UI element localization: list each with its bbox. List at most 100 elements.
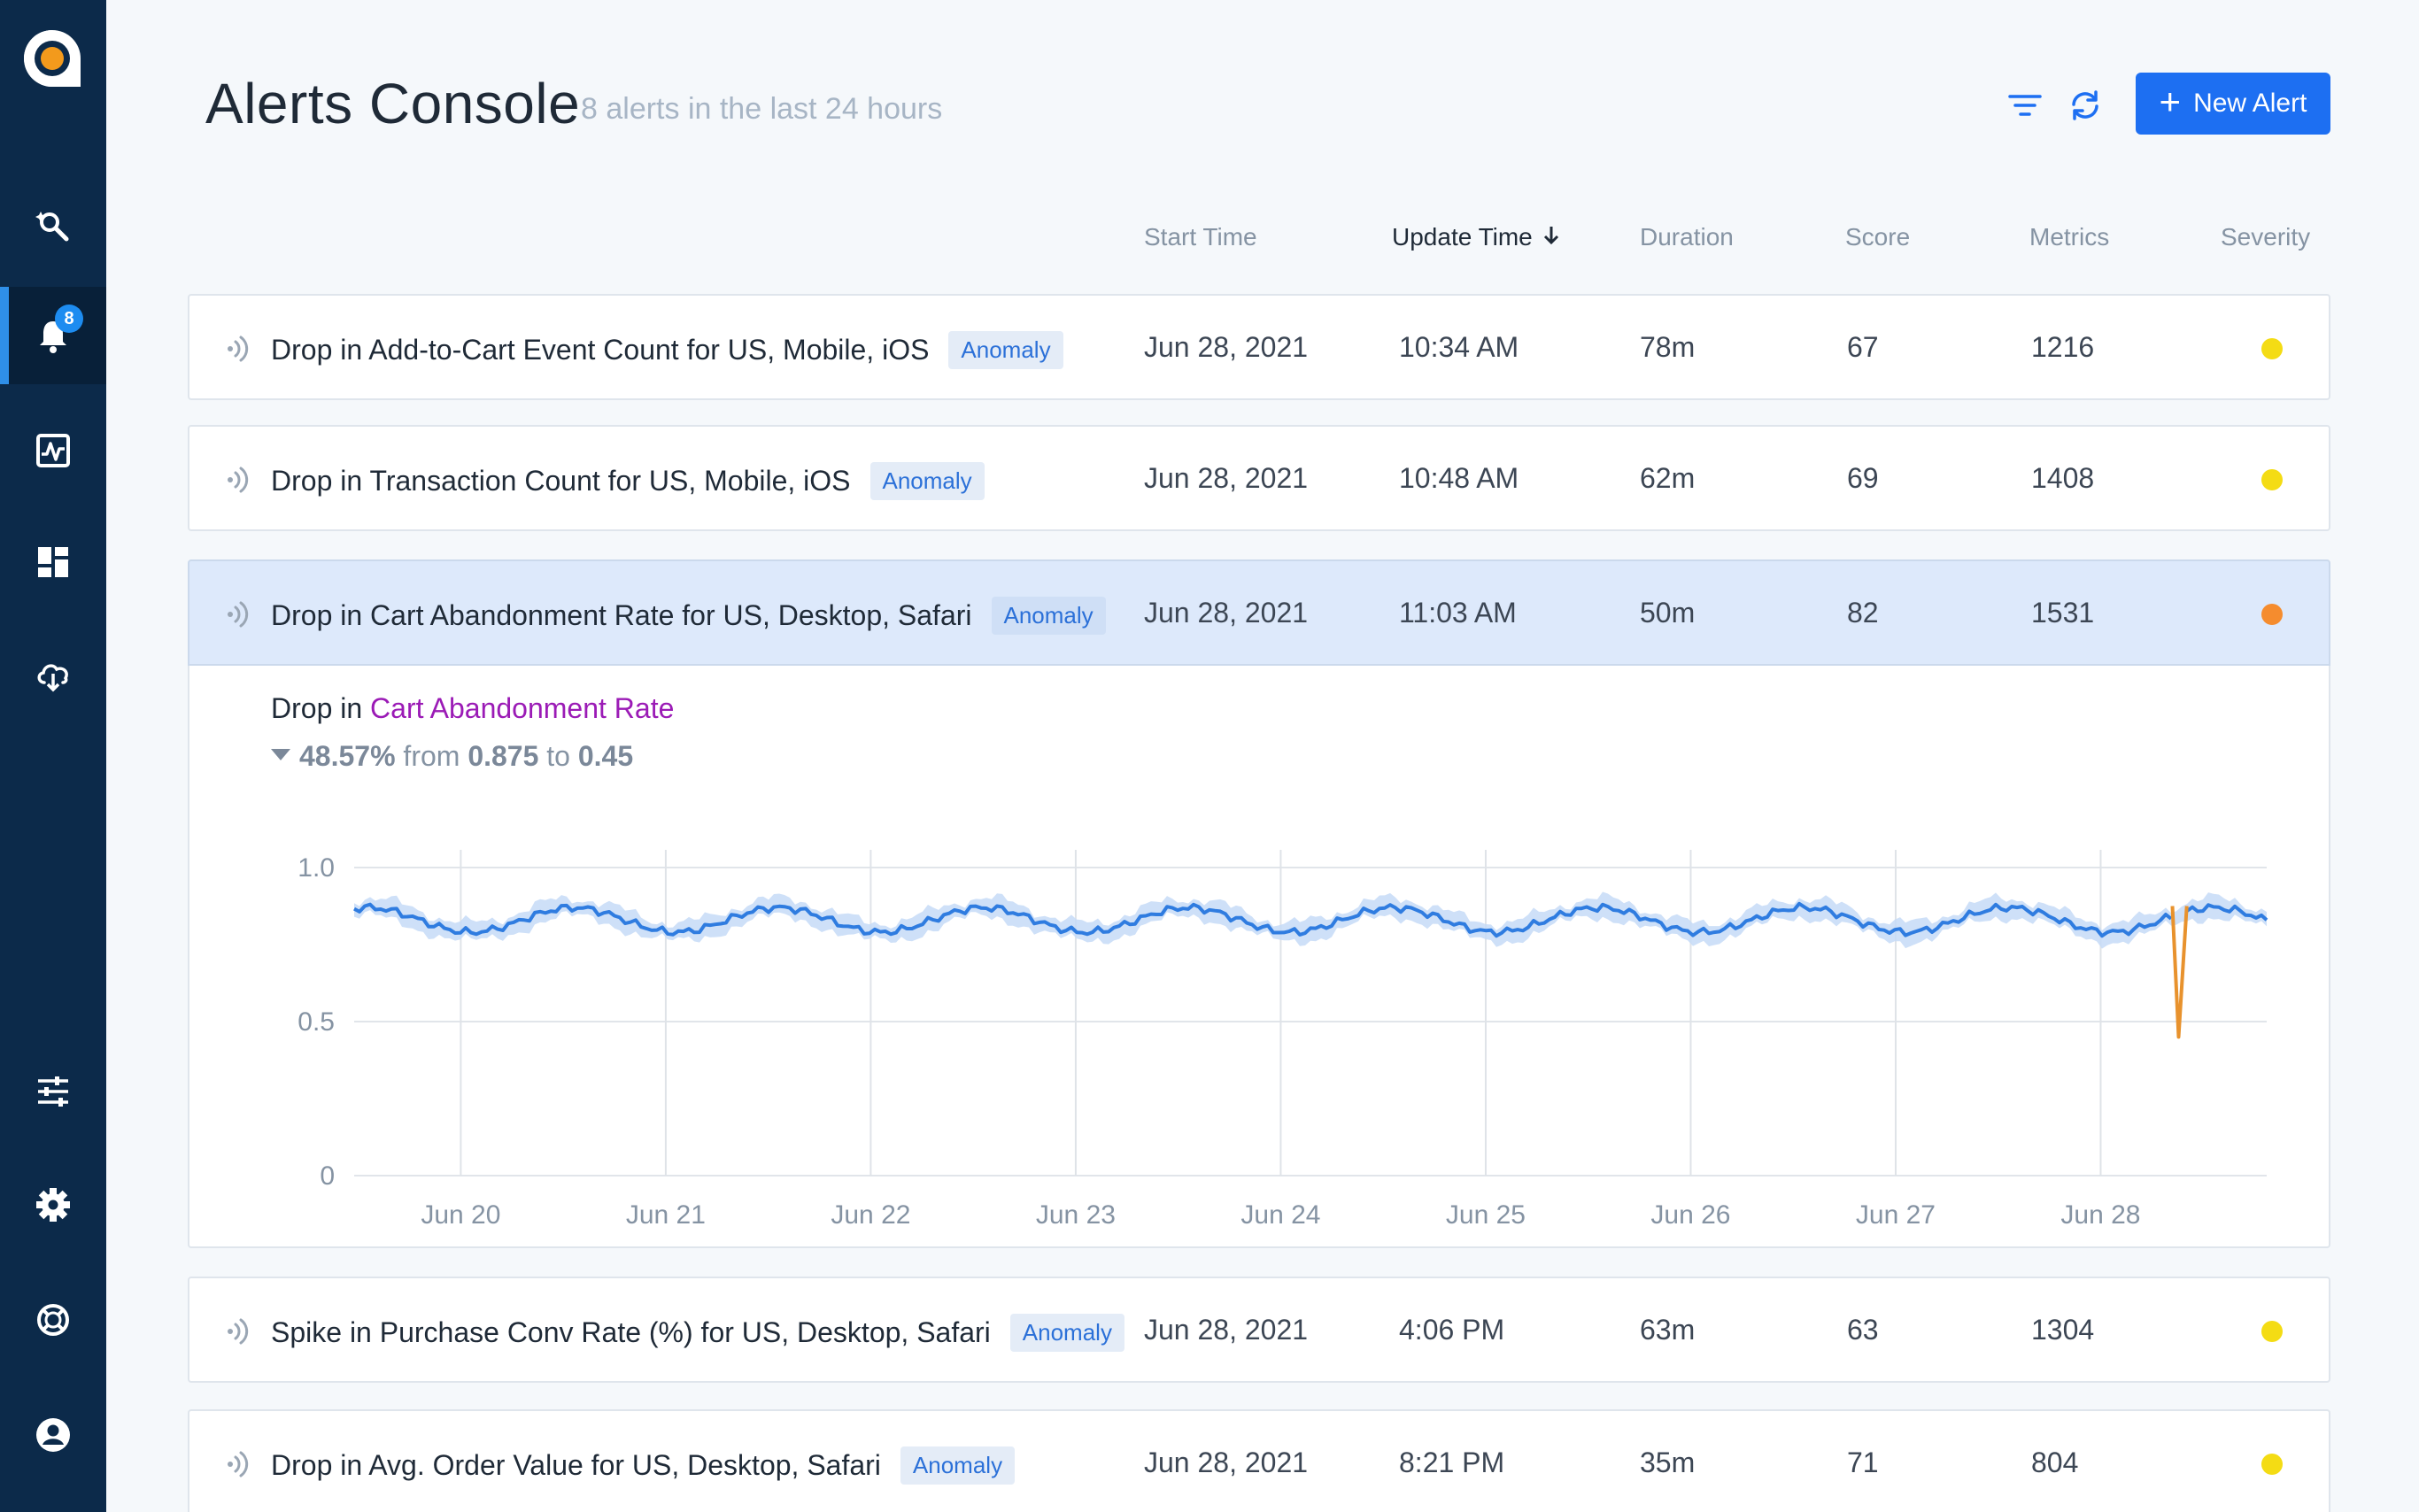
y-tick-label: 1.0	[298, 853, 335, 883]
alert-title-text: Drop in Avg. Order Value for US, Desktop…	[271, 1449, 881, 1481]
broadcast-icon	[228, 1451, 249, 1477]
alert-duration: 62m	[1640, 462, 1696, 494]
alert-metrics: 804	[2031, 1446, 2079, 1478]
detail-from-value: 0.875	[468, 740, 539, 772]
x-tick-label: Jun 22	[831, 1200, 910, 1230]
new-alert-label: New Alert	[2193, 89, 2307, 118]
alert-metrics: 1304	[2031, 1314, 2095, 1346]
dashboard-icon	[38, 547, 68, 577]
down-triangle-icon	[271, 749, 290, 760]
alert-title: Drop in Add-to-Cart Event Count for US, …	[271, 331, 1063, 369]
severity-dot	[2261, 1454, 2283, 1475]
column-header-severity[interactable]: Severity	[2221, 223, 2311, 251]
detail-title: Drop in Cart Abandonment Rate	[271, 692, 674, 725]
nav-settings[interactable]	[0, 1156, 106, 1254]
severity-dot	[2261, 469, 2283, 490]
alert-duration: 63m	[1640, 1314, 1696, 1346]
lifebuoy-icon	[37, 1304, 69, 1336]
app-logo-icon[interactable]	[22, 28, 82, 89]
alert-start-time: Jun 28, 2021	[1144, 597, 1309, 629]
sidebar: 8	[0, 0, 106, 1512]
search-spark-icon	[35, 212, 69, 242]
detail-change: 48.57% from 0.875 to 0.45	[271, 740, 633, 773]
detail-to-label: to	[546, 740, 570, 772]
nav-adjustments[interactable]	[0, 1043, 106, 1140]
nav-dashboards[interactable]	[0, 513, 106, 611]
user-icon	[36, 1418, 70, 1452]
nav-explore[interactable]	[0, 177, 106, 274]
refresh-icon[interactable]	[2065, 85, 2106, 126]
broadcast-icon	[228, 1318, 249, 1345]
broadcast-icon	[228, 467, 249, 493]
x-tick-label: Jun 27	[1856, 1200, 1936, 1230]
activity-icon	[36, 434, 70, 467]
anomaly-tag: Anomaly	[900, 1446, 1016, 1485]
series-line	[353, 901, 2173, 938]
alert-update-time: 11:03 AM	[1399, 597, 1517, 629]
x-tick-label: Jun 26	[1650, 1200, 1730, 1230]
column-header-start-time[interactable]: Start Time	[1144, 223, 1257, 251]
alert-title: Drop in Avg. Order Value for US, Desktop…	[271, 1446, 1016, 1485]
alert-row[interactable]: Drop in Add-to-Cart Event Count for US, …	[188, 294, 2330, 400]
alert-row[interactable]: Drop in Cart Abandonment Rate for US, De…	[188, 559, 2330, 666]
broadcast-icon	[228, 336, 249, 362]
alert-start-time: Jun 28, 2021	[1144, 331, 1309, 363]
detail-change-pct: 48.57%	[299, 740, 396, 772]
alert-update-time: 10:48 AM	[1399, 462, 1519, 494]
filter-icon[interactable]	[2005, 85, 2045, 126]
column-header-score[interactable]: Score	[1845, 223, 1911, 251]
alert-row[interactable]: Spike in Purchase Conv Rate (%) for US, …	[188, 1277, 2330, 1383]
gear-icon	[36, 1188, 70, 1222]
alert-title-text: Drop in Transaction Count for US, Mobile…	[271, 465, 851, 497]
alert-metrics: 1531	[2031, 597, 2095, 629]
anomaly-tag: Anomaly	[869, 462, 985, 500]
y-tick-label: 0	[320, 1161, 335, 1191]
alert-metrics: 1216	[2031, 331, 2095, 363]
column-header-metrics[interactable]: Metrics	[2029, 223, 2110, 251]
detail-prefix: Drop in	[271, 692, 363, 724]
nav-account[interactable]	[0, 1386, 106, 1484]
alert-update-time: 10:34 AM	[1399, 331, 1519, 363]
detail-from-label: from	[403, 740, 460, 772]
alert-duration: 35m	[1640, 1446, 1696, 1478]
alert-title: Drop in Transaction Count for US, Mobile…	[271, 462, 985, 500]
nav-alerts[interactable]: 8	[0, 287, 106, 384]
detail-metric-name[interactable]: Cart Abandonment Rate	[370, 692, 675, 724]
cloud-download-icon	[37, 664, 68, 692]
severity-dot	[2261, 1321, 2283, 1342]
anomaly-tag: Anomaly	[948, 331, 1063, 369]
sliders-icon	[38, 1076, 68, 1107]
alert-score: 67	[1847, 331, 1879, 363]
x-tick-label: Jun 21	[626, 1200, 706, 1230]
alert-row[interactable]: Drop in Transaction Count for US, Mobile…	[188, 425, 2330, 531]
alert-start-time: Jun 28, 2021	[1144, 462, 1309, 494]
alert-title-text: Drop in Add-to-Cart Event Count for US, …	[271, 334, 930, 366]
nav-help[interactable]	[0, 1271, 106, 1369]
alert-update-time: 4:06 PM	[1399, 1314, 1505, 1346]
column-header-update-time[interactable]: Update Time	[1392, 223, 1561, 251]
metric-line-chart[interactable]: 1.0 0.5 0 Jun 20 Jun 21 Jun 22 Jun 23 Jun 24 Jun…	[189, 790, 2329, 1232]
nav-upload[interactable]	[0, 627, 106, 724]
page-subtitle: 8 alerts in the last 24 hours	[581, 92, 943, 126]
alert-start-time: Jun 28, 2021	[1144, 1446, 1309, 1478]
alert-start-time: Jun 28, 2021	[1144, 1314, 1309, 1346]
sort-down-arrow-icon	[1542, 223, 1561, 251]
x-tick-label: Jun 23	[1036, 1200, 1116, 1230]
nav-metrics[interactable]	[0, 402, 106, 499]
new-alert-button[interactable]: + New Alert	[2136, 73, 2330, 135]
column-header-update-time-label: Update Time	[1392, 223, 1533, 251]
detail-to-value: 0.45	[577, 740, 634, 772]
x-tick-label: Jun 28	[2060, 1200, 2140, 1230]
alert-title-text: Spike in Purchase Conv Rate (%) for US, …	[271, 1316, 991, 1348]
alert-row[interactable]: Drop in Avg. Order Value for US, Desktop…	[188, 1409, 2330, 1512]
series-line-after-anomaly	[2185, 903, 2268, 922]
column-header-duration[interactable]: Duration	[1640, 223, 1734, 251]
anomaly-segment	[2170, 906, 2189, 1039]
expected-range-band	[354, 891, 2267, 949]
alert-duration: 78m	[1640, 331, 1696, 363]
alert-update-time: 8:21 PM	[1399, 1446, 1505, 1478]
anomaly-tag: Anomaly	[991, 597, 1106, 635]
alert-detail-panel: Drop in Cart Abandonment Rate 48.57% fro…	[188, 666, 2330, 1248]
page-title: Alerts Console	[205, 72, 581, 135]
alert-score: 63	[1847, 1314, 1879, 1346]
